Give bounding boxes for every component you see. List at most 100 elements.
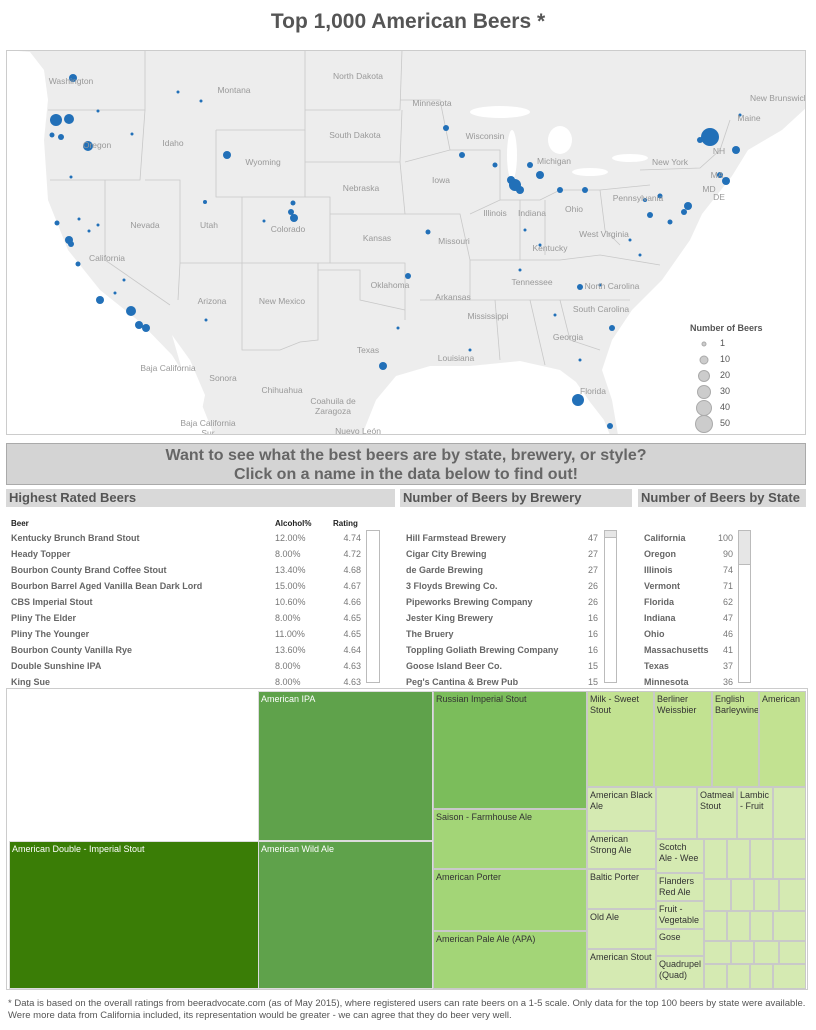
breweries-cell[interactable]: 3 Floyds Brewing Co. xyxy=(406,581,498,591)
treemap-cell[interactable]: Saison - Farmhouse Ale xyxy=(433,809,587,869)
treemap-cell[interactable]: American xyxy=(759,691,806,787)
treemap-cell[interactable]: Scotch Ale - Wee xyxy=(656,839,704,873)
col-header-alcohol[interactable]: Alcohol% xyxy=(275,519,312,528)
states-cell[interactable]: Texas xyxy=(644,661,669,671)
map-label: New York xyxy=(652,157,688,167)
breweries-cell[interactable]: Goose Island Beer Co. xyxy=(406,661,503,671)
treemap-cell[interactable]: Russian Imperial Stout xyxy=(433,691,587,809)
breweries-cell: 16 xyxy=(587,645,598,655)
beers-cell[interactable]: Heady Topper xyxy=(11,549,71,559)
treemap-cell[interactable]: Gose xyxy=(656,929,704,956)
beers-cell[interactable]: King Sue xyxy=(11,677,51,687)
beers-cell[interactable]: Double Sunshine IPA xyxy=(11,661,102,671)
states-cell: 100 xyxy=(717,533,733,543)
treemap-cell[interactable] xyxy=(704,839,727,879)
treemap-cell[interactable]: Fruit - Vegetable xyxy=(656,901,704,929)
states-cell[interactable]: Florida xyxy=(644,597,675,607)
treemap-cell[interactable] xyxy=(727,911,750,941)
states-cell[interactable]: Minnesota xyxy=(644,677,689,687)
breweries-cell[interactable]: Pipeworks Brewing Company xyxy=(406,597,533,607)
beers-cell[interactable]: Bourbon Barrel Aged Vanilla Bean Dark Lo… xyxy=(11,581,203,591)
breweries-cell: 16 xyxy=(587,629,598,639)
map-label: DE xyxy=(713,192,725,202)
map-label: Wisconsin xyxy=(465,131,505,141)
treemap-cell[interactable]: American Black Ale xyxy=(587,787,656,831)
breweries-cell[interactable]: Cigar City Brewing xyxy=(406,549,487,559)
beers-cell: 4.67 xyxy=(343,581,361,591)
beers-cell: 4.64 xyxy=(343,645,361,655)
states-cell[interactable]: Indiana xyxy=(644,613,676,623)
map-label: North Carolina xyxy=(584,281,640,291)
treemap-cell[interactable]: American Pale Ale (APA) xyxy=(433,931,587,989)
treemap-cell[interactable] xyxy=(773,787,806,839)
treemap-cell[interactable]: American IPA xyxy=(258,691,433,841)
breweries-cell[interactable]: de Garde Brewing xyxy=(406,565,484,575)
beers-cell[interactable]: Pliny The Younger xyxy=(11,629,90,639)
beers-scrollbar[interactable] xyxy=(366,530,380,683)
beer-map[interactable]: Washington Montana North Dakota South Dakot… xyxy=(6,50,806,435)
treemap-cell[interactable] xyxy=(773,964,806,989)
treemap-cell[interactable]: Baltic Porter xyxy=(587,869,656,909)
treemap-cell[interactable]: Lambic - Fruit xyxy=(737,787,773,839)
treemap-cell[interactable] xyxy=(773,839,806,879)
treemap-cell[interactable] xyxy=(779,879,806,911)
beers-cell[interactable]: Bourbon County Vanilla Rye xyxy=(11,645,133,655)
treemap-cell[interactable] xyxy=(731,941,754,964)
states-cell[interactable]: Illinois xyxy=(644,565,673,575)
treemap-cell[interactable] xyxy=(656,787,697,839)
states-cell[interactable]: Oregon xyxy=(644,549,677,559)
states-cell[interactable]: California xyxy=(644,533,686,543)
breweries-cell[interactable]: Toppling Goliath Brewing Company xyxy=(406,645,559,655)
states-cell[interactable]: Ohio xyxy=(644,629,665,639)
col-header-beer[interactable]: Beer xyxy=(11,519,29,528)
treemap-cell[interactable] xyxy=(727,839,750,879)
treemap-cell[interactable]: American Double - Imperial Stout xyxy=(9,841,260,989)
breweries-cell[interactable]: Hill Farmstead Brewery xyxy=(406,533,507,543)
treemap-cell[interactable] xyxy=(779,941,806,964)
beers-cell: 8.00% xyxy=(275,549,301,559)
treemap-cell[interactable] xyxy=(731,879,754,911)
treemap-cell[interactable] xyxy=(754,941,779,964)
treemap-cell[interactable]: American Wild Ale xyxy=(258,841,433,989)
beers-cell[interactable]: Pliny The Elder xyxy=(11,613,77,623)
treemap-cell[interactable] xyxy=(754,879,779,911)
states-cell: 46 xyxy=(722,629,733,639)
col-header-rating[interactable]: Rating xyxy=(333,519,358,528)
breweries-cell: 26 xyxy=(587,581,598,591)
treemap-cell[interactable] xyxy=(704,964,727,989)
treemap-cell[interactable]: English Barleywine xyxy=(712,691,759,787)
treemap-cell[interactable]: Old Ale xyxy=(587,909,656,949)
map-label: Michigan xyxy=(536,156,572,166)
beers-cell: 4.63 xyxy=(343,677,361,687)
breweries-cell[interactable]: The Bruery xyxy=(406,629,454,639)
beers-cell[interactable]: CBS Imperial Stout xyxy=(11,597,93,607)
beers-cell[interactable]: Kentucky Brunch Brand Stout xyxy=(11,533,140,543)
treemap-cell[interactable]: American Strong Ale xyxy=(587,831,656,869)
treemap-cell[interactable] xyxy=(704,911,727,941)
treemap-cell[interactable] xyxy=(750,964,773,989)
treemap-cell[interactable] xyxy=(750,911,773,941)
treemap-cell[interactable] xyxy=(704,941,731,964)
treemap-cell[interactable] xyxy=(750,839,773,879)
state-scrollbar[interactable] xyxy=(738,530,751,683)
treemap-cell[interactable]: Oatmeal Stout xyxy=(697,787,737,839)
section-header-beers: Highest Rated Beers xyxy=(6,489,395,507)
treemap-cell[interactable]: Quadrupel (Quad) xyxy=(656,956,704,989)
treemap-cell[interactable] xyxy=(704,879,731,911)
breweries-cell[interactable]: Peg's Cantina & Brew Pub xyxy=(406,677,519,687)
brewery-scrollbar[interactable] xyxy=(604,530,617,683)
treemap-cell[interactable]: American Stout xyxy=(587,949,656,989)
treemap-cell[interactable]: Berliner Weissbier xyxy=(654,691,712,787)
map-label: Sonora xyxy=(209,373,237,383)
states-cell[interactable]: Vermont xyxy=(644,581,681,591)
treemap-cell[interactable] xyxy=(727,964,750,989)
beers-cell[interactable]: Bourbon County Brand Coffee Stout xyxy=(11,565,167,575)
treemap-cell[interactable] xyxy=(773,911,806,941)
treemap-cell[interactable]: American Porter xyxy=(433,869,587,931)
treemap-cell[interactable]: Milk - Sweet Stout xyxy=(587,691,654,787)
legend-title: Number of Beers xyxy=(690,323,763,333)
breweries-cell[interactable]: Jester King Brewery xyxy=(406,613,494,623)
treemap-cell[interactable]: Flanders Red Ale xyxy=(656,873,704,901)
states-cell[interactable]: Massachusetts xyxy=(644,645,709,655)
